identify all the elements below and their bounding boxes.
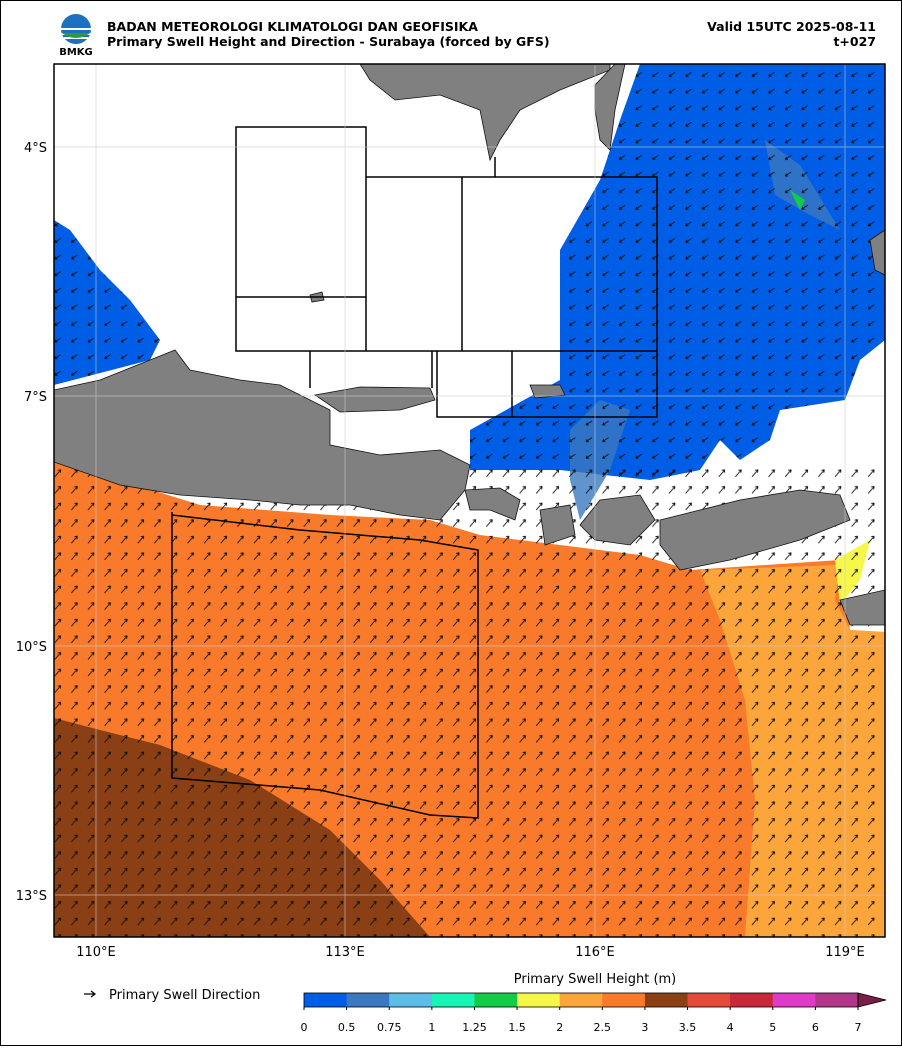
- colorbar-title: Primary Swell Height (m): [514, 972, 677, 987]
- colorbar-tick-label: 4: [727, 1021, 734, 1034]
- agency: BADAN METEOROLOGI KLIMATOLOGI DAN GEOFIS…: [107, 19, 478, 34]
- map: [54, 64, 885, 937]
- lat-label: 10°S: [16, 640, 47, 655]
- colorbar-bin: [730, 993, 774, 1007]
- lat-label: 4°S: [24, 141, 47, 156]
- lon-label: 116°E: [575, 945, 615, 960]
- colorbar-bin: [474, 993, 518, 1007]
- lon-label: 110°E: [76, 945, 116, 960]
- colorbar-tick-label: 1: [428, 1021, 435, 1034]
- colorbar: 0 0.5 0.75 1 1.25 1.5 2 2.5 3 3.5 4 5 6 7: [301, 992, 887, 1034]
- lon-label: 119°E: [825, 945, 865, 960]
- legend: Primary Swell Direction: [84, 988, 260, 1003]
- colorbar-tick-label: 6: [812, 1021, 819, 1034]
- land: [54, 64, 885, 626]
- colorbar-tick-label: 7: [855, 1021, 862, 1034]
- colorbar-tick-label: 2: [556, 1021, 563, 1034]
- product: Primary Swell Height and Direction - Sur…: [107, 34, 550, 49]
- lat-label: 7°S: [24, 390, 47, 405]
- logo: BMKG: [59, 14, 93, 58]
- map-frame: [53, 63, 886, 938]
- colorbar-bin: [644, 993, 689, 1007]
- colorbar-tick-label: 1.25: [462, 1021, 487, 1034]
- colorbar-outline: [303, 992, 859, 1008]
- colorbar-tick-label: 0.5: [338, 1021, 356, 1034]
- colorbar-tick-label: 3.5: [679, 1021, 697, 1034]
- colorbar-tick-label: 0: [301, 1021, 308, 1034]
- valid-time: Valid 15UTC 2025-08-11: [707, 19, 876, 34]
- colorbar-bin: [602, 993, 646, 1007]
- legend-text: Primary Swell Direction: [109, 988, 260, 1003]
- logo-text: BMKG: [59, 47, 93, 58]
- lat-label: 13°S: [16, 889, 47, 904]
- colorbar-bin: [815, 993, 859, 1007]
- colorbar-bin: [517, 993, 561, 1007]
- colorbar-tick-label: 5: [769, 1021, 776, 1034]
- colorbar-bin: [431, 993, 475, 1007]
- colorbar-bin: [346, 993, 390, 1007]
- forecast-zones: [171, 126, 658, 819]
- colorbar-bin: [304, 993, 348, 1007]
- colorbar-bin: [389, 993, 433, 1007]
- colorbar-bin: [772, 993, 816, 1007]
- colorbar-bin: [559, 993, 603, 1007]
- colorbar-tick-label: 3: [641, 1021, 648, 1034]
- lead-time: t+027: [833, 34, 876, 49]
- colorbar-tick-label: 0.75: [377, 1021, 402, 1034]
- graticule: [54, 64, 885, 937]
- colorbar-tick-label: 1.5: [508, 1021, 526, 1034]
- lon-label: 113°E: [325, 945, 365, 960]
- colorbar-tick-label: 2.5: [594, 1021, 612, 1034]
- colorbar-bin: [687, 993, 731, 1007]
